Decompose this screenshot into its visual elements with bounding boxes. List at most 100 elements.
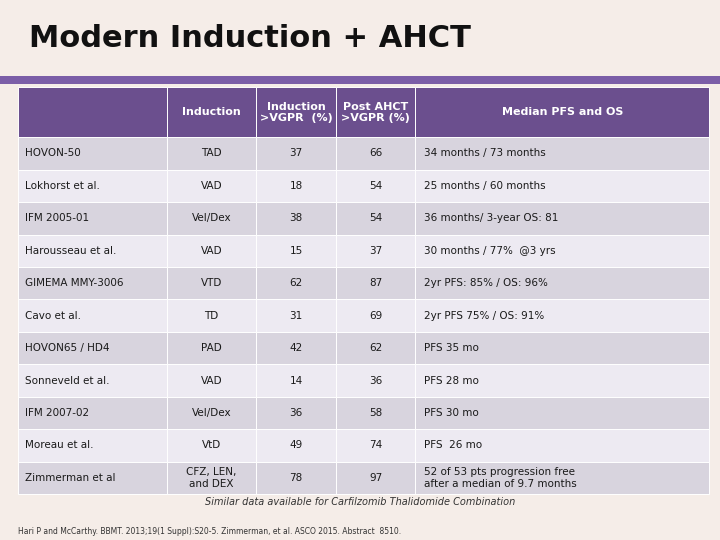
Text: Modern Induction + AHCT: Modern Induction + AHCT xyxy=(29,24,471,53)
Text: VAD: VAD xyxy=(201,375,222,386)
Bar xyxy=(256,170,336,202)
Bar xyxy=(336,332,415,365)
Bar xyxy=(256,462,336,494)
Text: Lokhorst et al.: Lokhorst et al. xyxy=(25,181,100,191)
Text: 42: 42 xyxy=(289,343,303,353)
Text: 25 months / 60 months: 25 months / 60 months xyxy=(424,181,546,191)
Text: IFM 2005-01: IFM 2005-01 xyxy=(25,213,89,223)
Text: 2yr PFS: 85% / OS: 96%: 2yr PFS: 85% / OS: 96% xyxy=(424,278,548,288)
Bar xyxy=(18,202,166,234)
Text: VtD: VtD xyxy=(202,441,221,450)
Text: TAD: TAD xyxy=(201,148,222,158)
Text: 2yr PFS 75% / OS: 91%: 2yr PFS 75% / OS: 91% xyxy=(424,310,544,321)
Text: 54: 54 xyxy=(369,213,382,223)
Text: Vel/Dex: Vel/Dex xyxy=(192,408,231,418)
Text: 62: 62 xyxy=(289,278,303,288)
Bar xyxy=(336,364,415,397)
Text: CFZ, LEN,
and DEX: CFZ, LEN, and DEX xyxy=(186,467,237,489)
Text: 31: 31 xyxy=(289,310,303,321)
Bar xyxy=(0,76,720,84)
Text: 18: 18 xyxy=(289,181,303,191)
Bar xyxy=(336,299,415,332)
Text: Cavo et al.: Cavo et al. xyxy=(25,310,81,321)
Bar xyxy=(336,462,415,494)
Bar xyxy=(256,299,336,332)
Bar xyxy=(166,137,256,170)
Text: 30 months / 77%  @3 yrs: 30 months / 77% @3 yrs xyxy=(424,246,556,256)
Text: VAD: VAD xyxy=(201,246,222,256)
Bar xyxy=(256,332,336,365)
Bar xyxy=(415,364,709,397)
Bar xyxy=(336,397,415,429)
Bar xyxy=(256,202,336,234)
Bar xyxy=(336,267,415,299)
Bar xyxy=(256,234,336,267)
Text: 36: 36 xyxy=(289,408,303,418)
Bar xyxy=(415,137,709,170)
Bar xyxy=(166,364,256,397)
Bar xyxy=(256,429,336,462)
Text: Median PFS and OS: Median PFS and OS xyxy=(502,107,623,117)
Text: 15: 15 xyxy=(289,246,303,256)
Bar xyxy=(18,267,166,299)
Bar xyxy=(166,202,256,234)
Bar xyxy=(336,170,415,202)
Text: VAD: VAD xyxy=(201,181,222,191)
Bar xyxy=(18,170,166,202)
Text: PFS 28 mo: PFS 28 mo xyxy=(424,375,479,386)
Text: 36: 36 xyxy=(369,375,382,386)
Bar xyxy=(18,429,166,462)
Text: 49: 49 xyxy=(289,441,303,450)
Text: Similar data available for Carfilzomib Thalidomide Combination: Similar data available for Carfilzomib T… xyxy=(205,496,515,507)
Bar xyxy=(415,429,709,462)
Bar xyxy=(18,299,166,332)
Bar xyxy=(256,267,336,299)
Bar xyxy=(256,397,336,429)
Bar xyxy=(18,234,166,267)
Text: 36 months/ 3-year OS: 81: 36 months/ 3-year OS: 81 xyxy=(424,213,559,223)
Bar xyxy=(415,299,709,332)
Bar xyxy=(18,137,166,170)
Bar xyxy=(18,87,166,137)
Bar xyxy=(415,170,709,202)
Text: Induction: Induction xyxy=(182,107,241,117)
Text: 52 of 53 pts progression free
after a median of 9.7 months: 52 of 53 pts progression free after a me… xyxy=(424,467,577,489)
Text: 54: 54 xyxy=(369,181,382,191)
Text: 38: 38 xyxy=(289,213,303,223)
Text: 34 months / 73 months: 34 months / 73 months xyxy=(424,148,546,158)
Text: 87: 87 xyxy=(369,278,382,288)
Bar xyxy=(336,234,415,267)
Text: Induction
>VGPR  (%): Induction >VGPR (%) xyxy=(260,102,333,123)
Text: Vel/Dex: Vel/Dex xyxy=(192,213,231,223)
Bar xyxy=(166,170,256,202)
Text: 78: 78 xyxy=(289,473,303,483)
Bar xyxy=(415,397,709,429)
Text: HOVON-50: HOVON-50 xyxy=(25,148,81,158)
Text: Zimmerman et al: Zimmerman et al xyxy=(25,473,116,483)
Text: PFS 30 mo: PFS 30 mo xyxy=(424,408,479,418)
Bar xyxy=(256,87,336,137)
Bar xyxy=(415,202,709,234)
Bar xyxy=(166,87,256,137)
Text: PFS  26 mo: PFS 26 mo xyxy=(424,441,482,450)
Text: 37: 37 xyxy=(289,148,303,158)
Bar xyxy=(336,87,415,137)
Bar xyxy=(415,267,709,299)
Bar xyxy=(256,364,336,397)
Text: IFM 2007-02: IFM 2007-02 xyxy=(25,408,89,418)
Text: 62: 62 xyxy=(369,343,382,353)
Bar xyxy=(166,267,256,299)
Bar xyxy=(336,137,415,170)
Text: 74: 74 xyxy=(369,441,382,450)
Bar xyxy=(18,332,166,365)
Bar xyxy=(415,462,709,494)
Bar xyxy=(18,462,166,494)
Bar xyxy=(415,87,709,137)
Bar xyxy=(415,234,709,267)
Text: 58: 58 xyxy=(369,408,382,418)
Bar xyxy=(166,462,256,494)
Text: Sonneveld et al.: Sonneveld et al. xyxy=(25,375,109,386)
Text: HOVON65 / HD4: HOVON65 / HD4 xyxy=(25,343,109,353)
Text: PFS 35 mo: PFS 35 mo xyxy=(424,343,479,353)
Text: Moreau et al.: Moreau et al. xyxy=(25,441,94,450)
